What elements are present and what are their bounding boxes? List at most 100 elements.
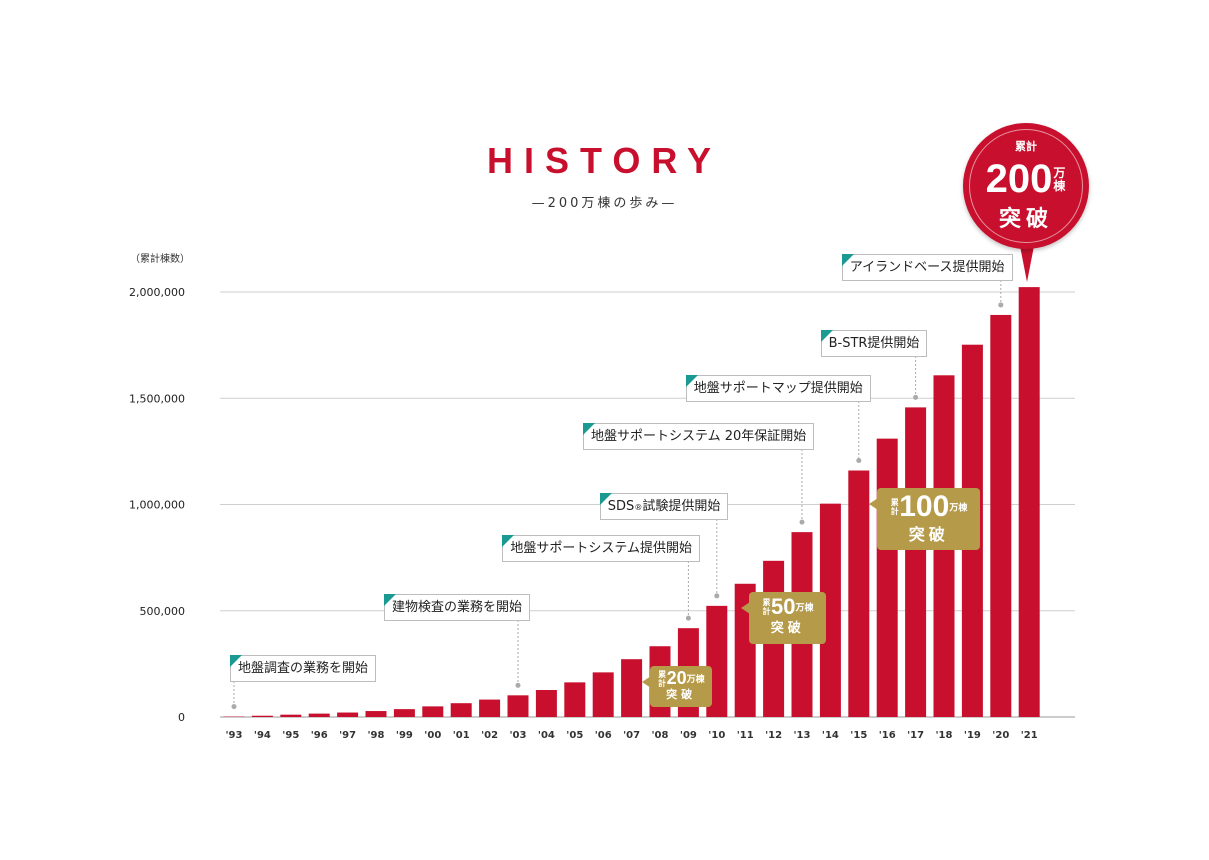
- milestone-pointer: [642, 676, 652, 688]
- milestone-bottom: 突破: [908, 525, 949, 544]
- annotation-text: 地盤調査の業務を開始: [238, 661, 369, 676]
- y-tick-label: 0: [178, 711, 185, 724]
- bar: [507, 695, 529, 717]
- x-tick-label: '95: [282, 730, 299, 741]
- x-tick-label: '18: [936, 730, 953, 741]
- bar: [876, 438, 898, 717]
- annotation-text: 建物検査の業務を開始: [392, 600, 523, 615]
- bar: [905, 407, 927, 717]
- bar: [422, 706, 444, 717]
- milestone-bottom: 突破: [666, 688, 697, 701]
- y-tick-label: 2,000,000: [129, 286, 185, 299]
- bar: [280, 714, 302, 717]
- highlight-badge-pointer: [1020, 246, 1034, 282]
- bar: [848, 470, 870, 717]
- x-tick-label: '03: [510, 730, 527, 741]
- x-tick-label: '00: [424, 730, 441, 741]
- x-tick-label: '10: [708, 730, 725, 741]
- registered-mark: ®: [634, 503, 643, 512]
- x-tick-label: '99: [396, 730, 413, 741]
- annotation-callout: 地盤調査の業務を開始: [230, 655, 377, 682]
- annotation-text: B-STR提供開始: [828, 336, 920, 351]
- x-tick-label: '15: [850, 730, 867, 741]
- chart-subtitle: —200万棟の歩み—: [531, 196, 678, 211]
- annotation-dot: [799, 519, 805, 525]
- x-tick-label: '94: [254, 730, 271, 741]
- x-tick-label: '16: [879, 730, 896, 741]
- milestone-number: 20: [666, 668, 687, 688]
- annotation-dot: [231, 704, 237, 710]
- x-tick-label: '14: [822, 730, 839, 741]
- x-tick-label: '21: [1021, 730, 1038, 741]
- milestone-pointer: [869, 498, 879, 510]
- x-tick-label: '07: [623, 730, 640, 741]
- x-tick-label: '02: [481, 730, 498, 741]
- annotation-text: SDS: [607, 499, 635, 514]
- annotation-text: 地盤サポートシステム提供開始: [510, 541, 693, 556]
- x-tick-label: '06: [595, 730, 612, 741]
- annotation-callout: アイランドベース提供開始: [841, 254, 1013, 281]
- x-tick-label: '98: [368, 730, 385, 741]
- bar: [308, 713, 330, 717]
- bar: [365, 711, 387, 717]
- milestone-prefix: 累計: [890, 498, 899, 516]
- x-tick-label: '13: [794, 730, 811, 741]
- badge-suffix: 万棟: [1053, 165, 1066, 193]
- annotation-text: アイランドベース提供開始: [849, 260, 1005, 275]
- badge-number: 200: [985, 157, 1053, 201]
- bar: [564, 682, 586, 717]
- x-tick-label: '96: [311, 730, 328, 741]
- milestone-number-row: 累計20万棟: [650, 668, 712, 689]
- highlight-badge-200man: 累計 200万棟 突破: [963, 123, 1089, 249]
- annotation-text: 地盤サポートシステム 20年保証開始: [591, 429, 807, 444]
- annotation-dot: [856, 458, 862, 463]
- bar: [393, 709, 415, 717]
- annotation-dot: [515, 682, 521, 688]
- bar: [479, 699, 501, 717]
- bar: [621, 659, 643, 717]
- x-tick-label: '05: [566, 730, 583, 741]
- x-tick-label: '04: [538, 730, 555, 741]
- milestone-badge: 累計50万棟 突破: [749, 592, 827, 644]
- milestone-number-row: 累計50万棟: [749, 594, 826, 620]
- annotation-dot: [913, 394, 919, 400]
- milestone-prefix: 累計: [658, 669, 667, 688]
- x-tick-label: '17: [907, 730, 924, 741]
- y-tick-label: 500,000: [140, 605, 186, 618]
- milestone-suffix: 万棟: [795, 603, 814, 614]
- x-tick-label: '12: [765, 730, 782, 741]
- bar: [592, 672, 614, 717]
- annotation-callout: SDS®試験提供開始: [599, 493, 729, 520]
- badge-number-row: 200万棟: [963, 157, 1089, 202]
- x-tick-label: '11: [737, 730, 754, 741]
- bar: [990, 314, 1012, 717]
- milestone-badge: 累計20万棟 突破: [650, 666, 713, 707]
- bar: [450, 703, 472, 717]
- x-tick-label: '08: [652, 730, 669, 741]
- annotation-callout: 地盤サポートマップ提供開始: [685, 375, 871, 402]
- annotation-callout: 建物検査の業務を開始: [384, 594, 531, 621]
- annotation-callout: 地盤サポートシステム提供開始: [502, 535, 701, 562]
- x-tick-label: '01: [453, 730, 470, 741]
- milestone-suffix: 万棟: [949, 503, 968, 514]
- annotation-dot: [714, 593, 720, 599]
- annotation-callout: 地盤サポートシステム 20年保証開始: [583, 423, 815, 450]
- y-tick-label: 1,000,000: [129, 499, 185, 512]
- milestone-number: 50: [771, 594, 796, 619]
- annotation-callout: B-STR提供開始: [820, 330, 928, 357]
- badge-inner-ring: [969, 129, 1083, 243]
- milestone-bottom: 突破: [770, 621, 805, 636]
- milestone-number-row: 累計100万棟: [877, 490, 980, 524]
- milestone-number: 100: [899, 490, 950, 523]
- annotation-dot: [998, 302, 1004, 308]
- annotation-dot: [685, 615, 691, 621]
- x-tick-label: '97: [339, 730, 356, 741]
- annotation-text: 地盤サポートマップ提供開始: [693, 381, 863, 396]
- y-tick-label: 1,500,000: [129, 392, 185, 405]
- chart-title: HISTORY: [486, 140, 723, 181]
- bar: [1018, 287, 1040, 717]
- badge-prefix: 累計: [1015, 140, 1037, 153]
- milestone-suffix: 万棟: [686, 675, 705, 685]
- y-axis-unit-label: （累計棟数）: [130, 254, 190, 265]
- annotation-text-after: 試験提供開始: [642, 499, 721, 514]
